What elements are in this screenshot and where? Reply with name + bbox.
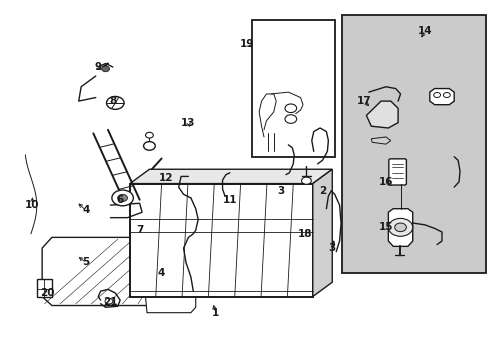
Text: 8: 8 — [109, 96, 116, 106]
Polygon shape — [387, 209, 412, 246]
Polygon shape — [130, 184, 312, 297]
Circle shape — [285, 115, 296, 123]
Circle shape — [105, 298, 113, 304]
Text: 7: 7 — [136, 225, 143, 235]
Polygon shape — [366, 101, 397, 128]
Circle shape — [443, 93, 449, 98]
Text: 19: 19 — [239, 39, 254, 49]
Circle shape — [301, 177, 311, 184]
Polygon shape — [370, 137, 390, 144]
Circle shape — [106, 96, 124, 109]
Text: 9: 9 — [95, 62, 102, 72]
Bar — [251, 21, 334, 157]
Circle shape — [112, 190, 133, 206]
Polygon shape — [144, 286, 195, 313]
Bar — [37, 279, 52, 297]
Circle shape — [143, 141, 155, 150]
Circle shape — [394, 223, 406, 231]
Polygon shape — [312, 169, 331, 297]
Text: 3: 3 — [277, 186, 284, 196]
Circle shape — [285, 104, 296, 113]
Polygon shape — [130, 169, 331, 184]
Text: 20: 20 — [40, 288, 54, 298]
Text: 15: 15 — [378, 222, 392, 231]
Text: 12: 12 — [159, 173, 173, 183]
Text: 1: 1 — [211, 308, 219, 318]
Circle shape — [145, 132, 153, 138]
Text: 13: 13 — [181, 118, 195, 128]
Circle shape — [433, 93, 440, 98]
Text: 16: 16 — [378, 177, 392, 187]
Circle shape — [102, 66, 109, 72]
Text: 21: 21 — [103, 297, 118, 307]
Text: 14: 14 — [417, 26, 431, 36]
Circle shape — [118, 194, 127, 202]
Text: 10: 10 — [25, 200, 40, 210]
Text: 4: 4 — [82, 206, 89, 216]
Text: 17: 17 — [356, 96, 370, 106]
Text: 3: 3 — [328, 243, 335, 253]
FancyBboxPatch shape — [388, 159, 406, 185]
Bar — [341, 15, 485, 273]
Text: 5: 5 — [82, 257, 89, 267]
Circle shape — [387, 219, 412, 236]
Text: 4: 4 — [158, 268, 165, 278]
Text: 2: 2 — [318, 186, 325, 196]
Polygon shape — [429, 89, 453, 105]
Text: 11: 11 — [222, 195, 237, 205]
Text: 6: 6 — [116, 195, 123, 205]
Text: 18: 18 — [298, 229, 312, 239]
Polygon shape — [42, 237, 181, 306]
